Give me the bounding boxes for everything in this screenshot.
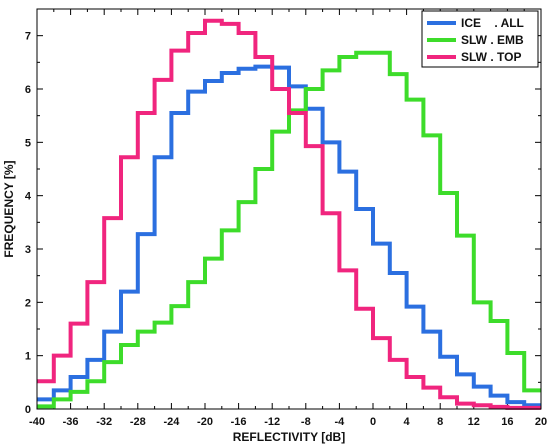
y-tick-label: 6 — [25, 84, 31, 96]
series-line-2 — [37, 50, 541, 409]
x-tick-label: -16 — [231, 416, 247, 428]
x-tick-label: -40 — [29, 416, 45, 428]
series-line-3 — [37, 18, 541, 410]
series-line-1 — [37, 64, 541, 408]
x-tick-label: 4 — [404, 416, 411, 428]
legend: ICE . ALL SLW . EMB SLW . TOP — [421, 10, 539, 68]
legend-entry: SLW . TOP — [461, 50, 521, 64]
y-tick-label: 0 — [25, 404, 31, 416]
x-tick-label: -36 — [63, 416, 79, 428]
y-tick-label: 3 — [25, 244, 31, 256]
x-tick-label: -20 — [197, 416, 213, 428]
y-tick-label: 7 — [25, 31, 31, 43]
plot-frame — [36, 8, 542, 410]
x-tick-label: -12 — [264, 416, 280, 428]
x-tick-label: -24 — [163, 416, 180, 428]
legend-entry: SLW . EMB — [461, 33, 524, 47]
x-tick-label: -28 — [130, 416, 146, 428]
y-tick-label: 4 — [25, 191, 32, 203]
legend-entry: ICE . ALL — [461, 16, 524, 30]
x-tick-label: 20 — [535, 416, 547, 428]
x-tick-label: 0 — [370, 416, 376, 428]
series-lines — [37, 18, 541, 410]
x-tick-label: -4 — [335, 416, 346, 428]
y-tick-label: 5 — [25, 137, 31, 149]
y-axis-label: FREQUENCY [%] — [2, 160, 16, 257]
x-tick-label: -32 — [96, 416, 112, 428]
y-tick-label: 2 — [25, 297, 31, 309]
tick-labels: -40 -36 -32 -28 -24 -20 -16 -12 -8 -4 0 4 8 12 16 20012… — [25, 31, 547, 428]
y-tick-label: 1 — [25, 351, 31, 363]
x-tick-label: -8 — [301, 416, 311, 428]
x-tick-label: 12 — [468, 416, 480, 428]
x-tick-label: 8 — [437, 416, 443, 428]
x-tick-label: 16 — [501, 416, 513, 428]
x-axis-label: REFLECTIVITY [dB] — [233, 430, 345, 444]
